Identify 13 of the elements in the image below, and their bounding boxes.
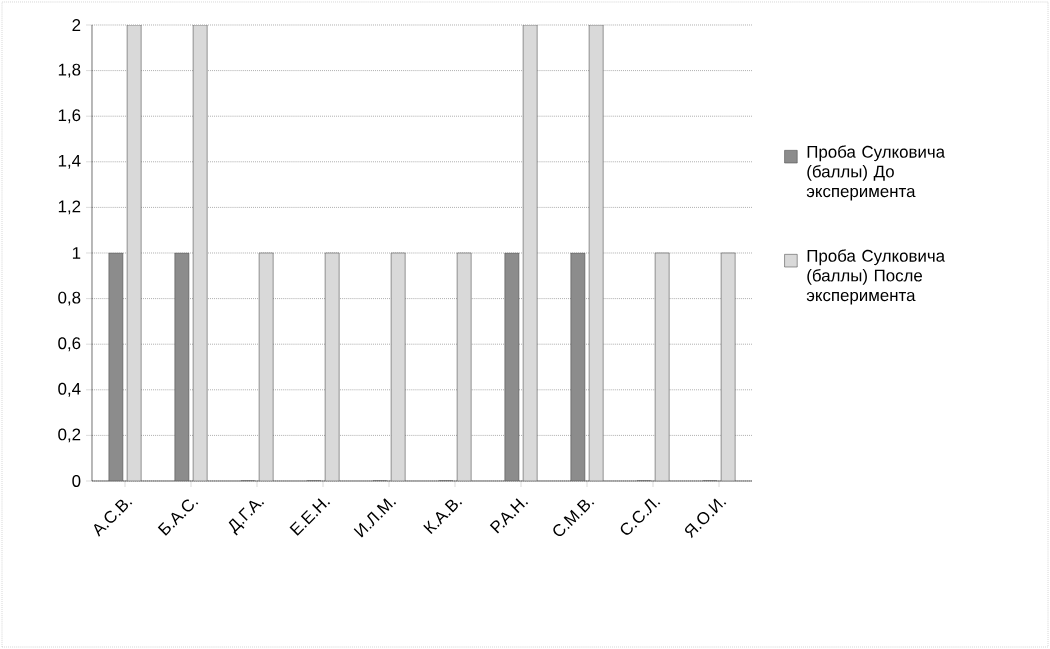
y-tick-label: 0,8 <box>58 291 81 306</box>
y-tick-label: 0,6 <box>58 337 81 352</box>
y-tick-label: 0,2 <box>58 428 81 443</box>
y-tick-label: 1 <box>72 247 81 259</box>
y-tick-label: 1,8 <box>58 63 81 78</box>
legend-label: Проба Сулковича (баллы) После эксперимента <box>806 249 946 305</box>
legend-label: Проба Сулковича (баллы) До эксперимента <box>806 145 946 201</box>
y-tick-label: 2 <box>72 19 81 31</box>
y-tick-label: 1,6 <box>58 109 81 124</box>
y-tick-label: 1,2 <box>58 200 81 215</box>
y-tick-label: 0,4 <box>58 382 81 397</box>
y-tick-label: 0 <box>72 475 81 487</box>
y-tick-label: 1,4 <box>58 154 81 169</box>
